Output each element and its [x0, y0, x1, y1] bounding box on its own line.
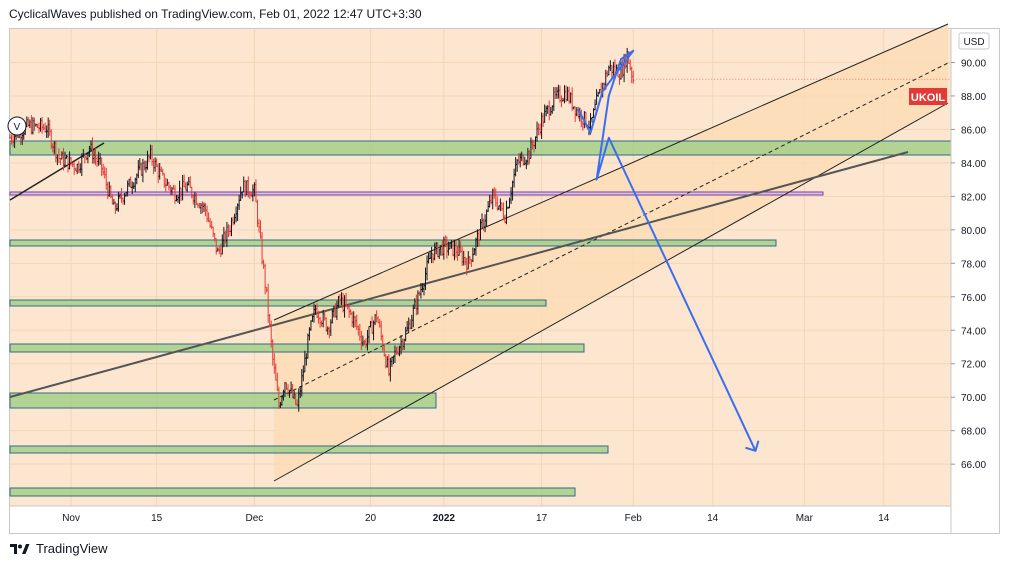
- support-resistance-zone: [9, 239, 777, 247]
- support-line-purple: [9, 191, 824, 196]
- trend-line: [9, 151, 909, 398]
- y-tick-label: 80.00: [961, 226, 986, 237]
- y-tick-label: 76.00: [961, 293, 986, 304]
- support-resistance-zone: [9, 487, 576, 497]
- currency-badge[interactable]: [958, 32, 990, 50]
- y-tick-label: 82.00: [961, 192, 986, 203]
- x-tick-label: 15: [151, 513, 163, 524]
- x-tick-label: Nov: [62, 513, 80, 524]
- channel-lower-line: [273, 102, 949, 482]
- projection-arrow-head: [745, 440, 760, 453]
- svg-text:V: V: [14, 122, 21, 133]
- x-tick-label: Dec: [246, 513, 264, 524]
- y-tick-label: 90.00: [961, 58, 986, 69]
- support-resistance-zone: [9, 299, 547, 307]
- chart-panel[interactable]: [9, 28, 1000, 534]
- symbol-label-bg: [909, 88, 947, 105]
- x-tick-label: 14: [707, 513, 719, 524]
- support-resistance-zone: [9, 140, 952, 156]
- channel-upper-line: [273, 23, 949, 321]
- support-resistance-zone: [9, 445, 609, 454]
- v-marker[interactable]: V: [7, 116, 27, 136]
- tradingview-logo-icon: [10, 543, 30, 554]
- brand-name: TradingView: [36, 541, 108, 556]
- y-tick-label: 66.00: [961, 460, 986, 471]
- x-tick-label: 20: [365, 513, 377, 524]
- y-tick-label: 86.00: [961, 125, 986, 136]
- x-tick-label: Feb: [625, 513, 643, 524]
- x-tick-label: 17: [536, 513, 548, 524]
- y-tick-label: 74.00: [961, 326, 986, 337]
- y-tick-label: 68.00: [961, 427, 986, 438]
- downtrend-line: [9, 142, 105, 201]
- publish-info: CyclicalWaves published on TradingView.c…: [9, 7, 422, 21]
- x-tick-label: 2022: [433, 513, 456, 524]
- x-tick-label: Mar: [796, 513, 814, 524]
- y-tick-label: 78.00: [961, 259, 986, 270]
- footer-brand[interactable]: TradingView: [10, 541, 108, 556]
- y-tick-label: 88.00: [961, 92, 986, 103]
- projection-path: [577, 49, 757, 452]
- support-resistance-zone: [9, 343, 585, 353]
- y-tick-label: 70.00: [961, 393, 986, 404]
- y-tick-label: 72.00: [961, 360, 986, 371]
- symbol-label: UKOIL: [911, 92, 946, 104]
- currency-label: USD: [963, 37, 984, 48]
- x-tick-label: 14: [878, 513, 890, 524]
- y-tick-label: 84.00: [961, 159, 986, 170]
- regression-channel-fill: [274, 24, 948, 481]
- support-resistance-zone: [9, 392, 437, 409]
